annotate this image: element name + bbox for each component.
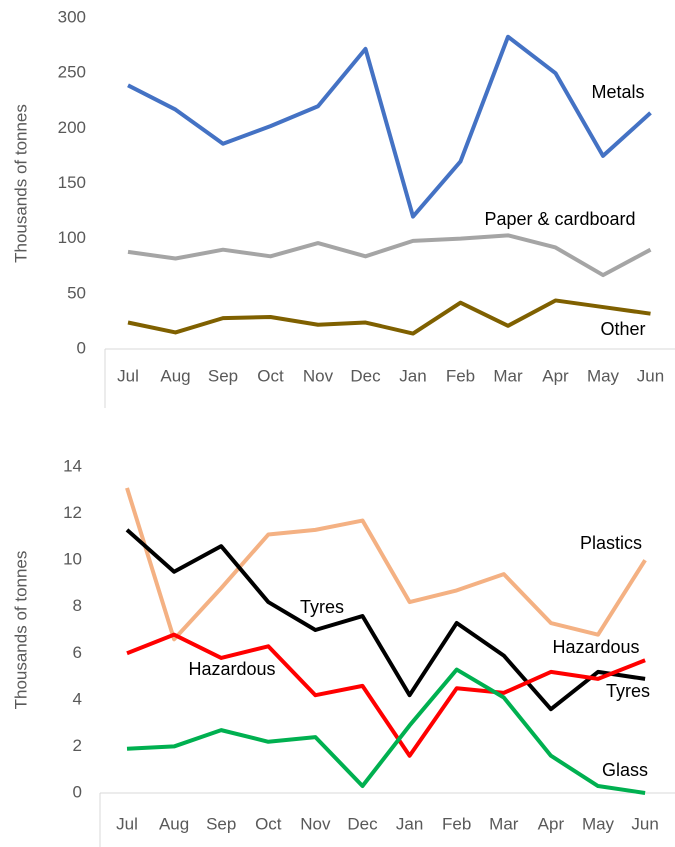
x-tick-label: Jan — [399, 366, 426, 385]
x-tick-label: Nov — [300, 814, 331, 833]
x-tick-label: May — [587, 366, 620, 385]
x-tick-label: Apr — [538, 814, 565, 833]
x-tick-label: Oct — [255, 814, 282, 833]
x-tick-label: Dec — [347, 814, 378, 833]
x-tick-label: Nov — [303, 366, 334, 385]
series-line — [126, 667, 646, 795]
x-tick-label: Sep — [208, 366, 238, 385]
x-tick-label: May — [582, 814, 615, 833]
x-tick-label: Jul — [116, 814, 138, 833]
series-label: Tyres — [300, 597, 344, 617]
x-tick-label: Jul — [117, 366, 139, 385]
series-label: Metals — [591, 82, 644, 102]
series-line — [126, 632, 646, 758]
x-tick-label: Aug — [160, 366, 190, 385]
series-line — [125, 528, 646, 712]
y-tick-label: 250 — [58, 63, 86, 82]
y-tick-label: 150 — [58, 173, 86, 192]
x-tick-label: Feb — [442, 814, 471, 833]
y-tick-label: 4 — [73, 689, 82, 708]
x-tick-label: Feb — [446, 366, 475, 385]
series-label: Paper & cardboard — [484, 209, 635, 229]
series-line — [125, 487, 647, 642]
x-tick-label: Dec — [350, 366, 381, 385]
y-tick-label: 300 — [58, 7, 86, 26]
x-tick-label: Aug — [159, 814, 189, 833]
y-tick-label: 10 — [63, 550, 82, 569]
y-tick-label: 6 — [73, 643, 82, 662]
series-line — [127, 34, 652, 219]
x-tick-label: Mar — [489, 814, 519, 833]
x-tick-label: Oct — [257, 366, 284, 385]
series-label: Other — [600, 319, 645, 339]
x-tick-label: Jun — [637, 366, 664, 385]
series-label: Glass — [602, 760, 648, 780]
x-tick-label: Apr — [542, 366, 569, 385]
y-tick-label: 50 — [67, 283, 86, 302]
series-label: Hazardous — [552, 637, 639, 657]
series-line — [127, 298, 651, 336]
y-tick-label: 12 — [63, 503, 82, 522]
series-line — [127, 233, 652, 278]
series-label: Tyres — [606, 681, 650, 701]
series-label: Plastics — [580, 533, 642, 553]
y-axis-label: Thousands of tonnes — [11, 104, 30, 263]
x-tick-label: Jun — [631, 814, 658, 833]
series-label: Hazardous — [188, 659, 275, 679]
y-tick-label: 100 — [58, 228, 86, 247]
x-tick-label: Sep — [206, 814, 236, 833]
y-axis-label: Thousands of tonnes — [11, 551, 30, 710]
y-tick-label: 2 — [73, 736, 82, 755]
y-tick-label: 200 — [58, 118, 86, 137]
y-tick-label: 14 — [63, 456, 82, 475]
y-tick-label: 0 — [77, 338, 86, 357]
y-tick-label: 0 — [73, 782, 82, 801]
x-tick-label: Jan — [396, 814, 423, 833]
y-tick-label: 8 — [73, 596, 82, 615]
x-tick-label: Mar — [493, 366, 523, 385]
